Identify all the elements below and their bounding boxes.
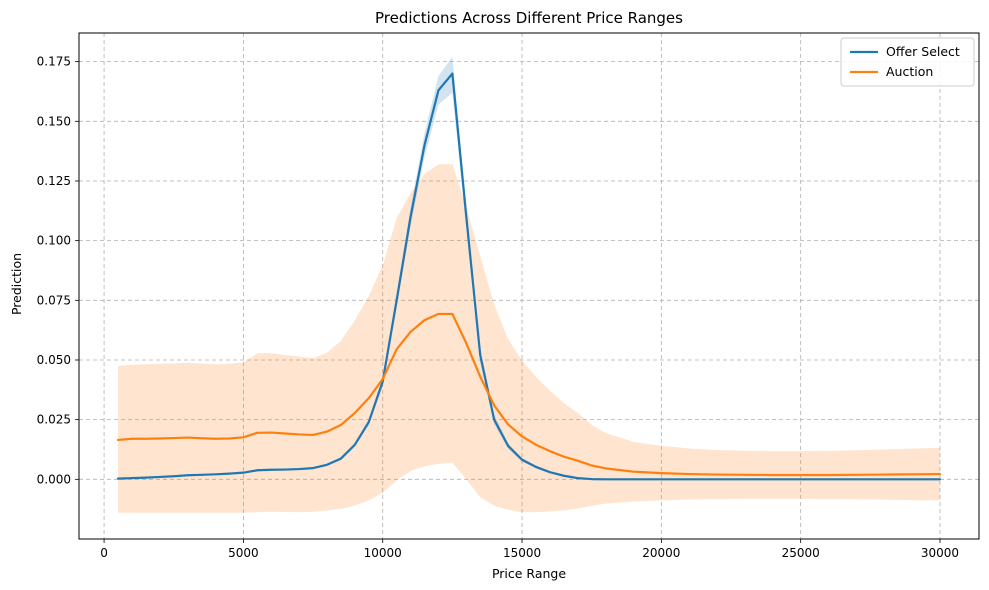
x-axis-ticks: 0 5000 10000 15000 20000 25000 30000	[100, 539, 959, 560]
confidence-bands	[118, 56, 940, 513]
legend-label-offer-select: Offer Select	[886, 44, 960, 59]
x-tick-label: 0	[100, 546, 108, 560]
y-tick-label: 0.150	[37, 114, 71, 128]
x-tick-label: 30000	[921, 546, 959, 560]
x-tick-label: 10000	[364, 546, 402, 560]
legend: Offer Select Auction	[840, 37, 975, 87]
series-points	[118, 73, 940, 480]
series-line-offer-select	[116, 72, 942, 481]
confidence-band-auction	[118, 164, 940, 513]
y-axis-ticks: 0.000 0.025 0.050 0.075 0.100 0.125 0.150 0.175	[37, 55, 79, 486]
y-tick-label: 0.100	[37, 234, 71, 248]
y-tick-label: 0.125	[37, 174, 71, 188]
grid-layer	[79, 33, 979, 539]
chart-title: Predictions Across Different Price Range…	[375, 9, 683, 27]
y-tick-label: 0.175	[37, 55, 71, 69]
legend-box	[840, 37, 975, 87]
y-axis-label: Prediction	[9, 253, 24, 315]
y-tick-label: 0.025	[37, 413, 71, 427]
x-tick-label: 15000	[503, 546, 541, 560]
x-tick-label: 25000	[782, 546, 820, 560]
x-axis-label: Price Range	[492, 566, 566, 581]
legend-label-auction: Auction	[886, 64, 933, 79]
x-tick-label: 5000	[228, 546, 259, 560]
series-lines	[116, 72, 942, 481]
y-tick-label: 0.075	[37, 293, 71, 307]
plot-frame	[78, 32, 980, 540]
y-tick-label: 0.000	[37, 472, 71, 486]
series-line-auction	[116, 312, 942, 477]
y-tick-label: 0.050	[37, 353, 71, 367]
x-tick-label: 20000	[642, 546, 680, 560]
